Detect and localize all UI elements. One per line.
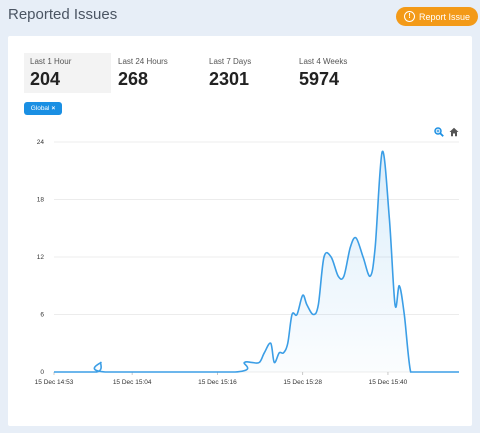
y-tick-label: 18 — [37, 197, 45, 204]
x-tick-label: 15 Dec 15:40 — [369, 379, 408, 386]
report-issue-button[interactable]: ! Report Issue — [396, 7, 478, 26]
header: Reported Issues ! Report Issue — [0, 0, 480, 36]
report-issue-label: Report Issue — [418, 11, 471, 22]
x-tick-label: 15 Dec 14:53 — [35, 379, 74, 386]
close-icon[interactable]: × — [51, 105, 56, 112]
stat-value: 5974 — [299, 69, 340, 89]
y-tick-label: 12 — [37, 254, 45, 261]
stat-label: Last 24 Hours — [118, 57, 168, 66]
stat-value: 204 — [30, 69, 61, 89]
reported-issues-card: Last 1 Hour 204 Last 24 Hours 268 Last 7… — [8, 36, 472, 426]
stat-label: Last 4 Weeks — [299, 57, 348, 66]
stat-last-24-hours[interactable]: Last 24 Hours 268 — [112, 53, 200, 93]
y-tick-label: 24 — [37, 139, 45, 146]
series-line — [54, 150, 459, 373]
home-icon[interactable] — [449, 127, 459, 137]
stat-label: Last 7 Days — [209, 57, 252, 66]
issues-chart: 0 6 12 18 24 15 Dec 14:53 15 Dec 15:04 15 Dec 1… — [35, 139, 459, 386]
stat-value: 268 — [118, 69, 149, 89]
series-area — [54, 151, 459, 372]
y-tick-label: 6 — [40, 312, 44, 319]
stat-value: 2301 — [209, 69, 250, 89]
stat-last-1-hour[interactable]: Last 1 Hour 204 — [24, 53, 111, 93]
x-tick-label: 15 Dec 15:16 — [198, 379, 237, 386]
stat-label: Last 1 Hour — [30, 57, 72, 66]
x-tick-label: 15 Dec 15:28 — [283, 379, 322, 386]
filter-chip-label: Global — [30, 105, 50, 112]
y-tick-label: 0 — [40, 369, 44, 376]
alert-circle-icon: ! — [403, 11, 415, 22]
filter-chip-global[interactable]: Global × — [24, 102, 62, 115]
x-tick-label: 15 Dec 15:04 — [113, 379, 152, 386]
zoom-icon[interactable] — [434, 127, 444, 137]
stat-last-7-days[interactable]: Last 7 Days 2301 — [203, 53, 291, 93]
stat-last-4-weeks[interactable]: Last 4 Weeks 5974 — [293, 53, 381, 93]
page-title: Reported Issues — [8, 6, 118, 23]
